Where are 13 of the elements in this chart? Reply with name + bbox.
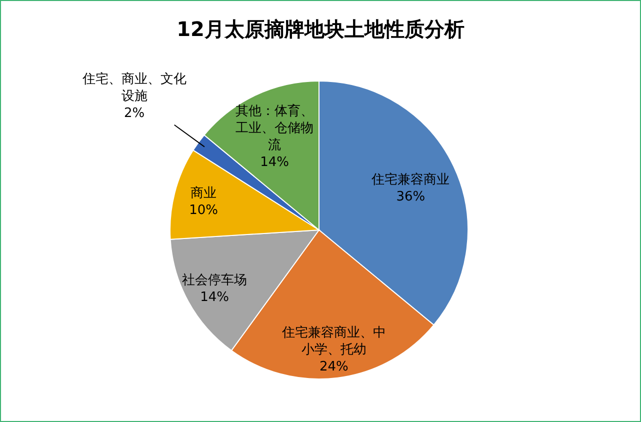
slice-label: 社会停车场 [182,272,248,288]
data-label: 2% [124,106,145,121]
data-label: 14% [260,155,290,170]
data-label: 10% [189,202,218,218]
slice-label: 商业 [190,186,217,201]
data-label: 14% [200,290,229,305]
slice-label: 住宅、商业、文化设施 [81,70,186,104]
data-label: 24% [319,359,348,374]
slice-label: 住宅兼容商业、中小学、托幼 [280,324,386,358]
data-label: 36% [396,189,426,204]
chart-title: 12月太原摘牌地块土地性质分析 [176,17,464,41]
slice-label: 住宅兼容商业 [370,171,450,188]
slice-label: 其他：体育、工业、仓储物流 [236,103,314,154]
